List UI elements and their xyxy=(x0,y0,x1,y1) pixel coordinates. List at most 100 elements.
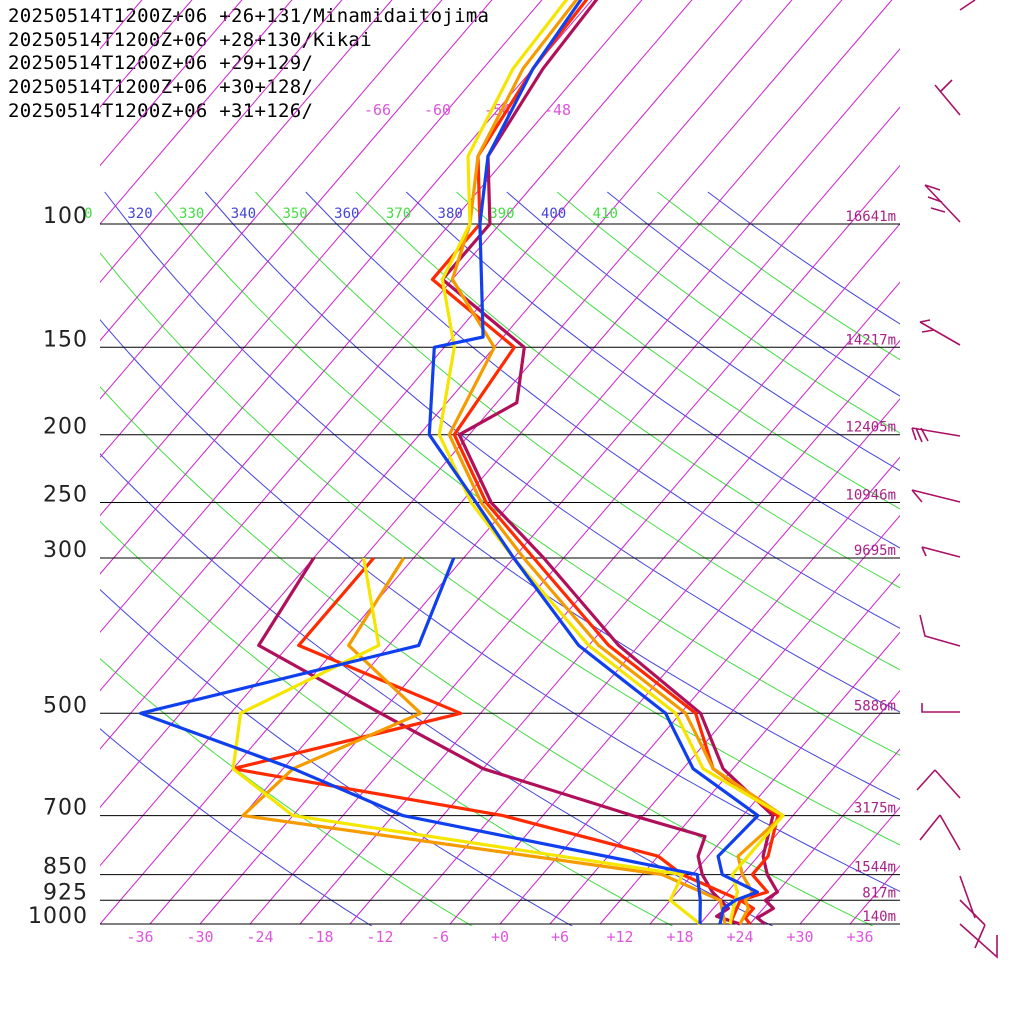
theta-label: 340 xyxy=(231,206,256,222)
height-label: 14217m xyxy=(845,332,896,348)
isotherm-line xyxy=(100,0,393,342)
x-tick-label: -36 xyxy=(126,928,153,946)
pressure-label: 925 xyxy=(43,880,88,905)
height-label: 16641m xyxy=(845,209,896,225)
height-label: 1544m xyxy=(854,860,896,876)
wind-barb xyxy=(939,79,953,93)
x-tick-label: +0 xyxy=(491,928,509,946)
x-tick-labels: -36 -30 -24 -18 -12 -6 +0 +6 +12 +18 +24 +30 +36 xyxy=(126,928,873,946)
isotherm-labels: -66 -60 -54 -48 xyxy=(364,101,571,119)
isotherm-line xyxy=(100,0,293,225)
isotherm-line xyxy=(449,398,900,925)
isotherm-line xyxy=(100,0,693,692)
dry-adiabat-line xyxy=(100,658,473,926)
wind-barb xyxy=(934,84,961,116)
sounding-series xyxy=(139,0,785,926)
isotherm-line xyxy=(499,456,900,925)
isotherm-line xyxy=(599,573,900,925)
height-label: 140m xyxy=(862,909,896,925)
dewpoint-profile xyxy=(139,557,702,925)
dry-adiabats xyxy=(100,191,900,926)
x-tick-label: -18 xyxy=(306,928,333,946)
theta-label: 0 xyxy=(84,206,92,222)
isotherm-line xyxy=(399,339,900,925)
x-tick-label: +18 xyxy=(666,928,693,946)
wind-barb xyxy=(921,703,960,713)
theta-labels: 0 320 330 340 350 360 370 380 390 400 410 xyxy=(84,206,618,222)
isotherm-line xyxy=(849,864,900,925)
x-tick-label: -24 xyxy=(246,928,273,946)
x-tick-label: +6 xyxy=(551,928,569,946)
isotherm-line xyxy=(199,106,900,925)
dry-adiabat-line xyxy=(707,191,900,325)
wind-barb xyxy=(919,319,961,346)
isotherm-line xyxy=(349,281,900,925)
temperature-profile xyxy=(427,0,760,925)
theta-label: 410 xyxy=(593,206,618,222)
isotherm-top-label: -48 xyxy=(544,101,571,119)
isotherm-line xyxy=(549,514,900,925)
wind-barb xyxy=(919,814,961,851)
wind-barb xyxy=(916,769,961,799)
theta-label: 360 xyxy=(334,206,359,222)
height-label: 3175m xyxy=(854,801,896,817)
pressure-label: 200 xyxy=(43,415,88,440)
wind-barb xyxy=(919,614,961,647)
x-tick-label: -12 xyxy=(366,928,393,946)
theta-label: 380 xyxy=(438,206,463,222)
pressure-label: 150 xyxy=(43,327,88,352)
temperature-profile xyxy=(440,0,780,926)
pressure-label: 300 xyxy=(43,538,88,563)
wind-barb xyxy=(924,184,961,223)
legend-entry: 20250514T1200Z+06 +26+131/Minamidaitojim… xyxy=(8,5,490,27)
pressure-label: 100 xyxy=(43,204,88,229)
x-tick-label: +36 xyxy=(846,928,873,946)
isotherm-line xyxy=(100,0,493,459)
dry-adiabat-line xyxy=(556,191,900,434)
isotherm-line xyxy=(899,923,900,924)
x-tick-label: -6 xyxy=(431,928,449,946)
pressure-label: 500 xyxy=(43,693,88,718)
x-tick-label: +30 xyxy=(786,928,813,946)
isotherm-line xyxy=(100,0,643,634)
x-tick-label: +12 xyxy=(606,928,633,946)
pressure-label: 850 xyxy=(43,855,88,880)
wind-barb xyxy=(911,489,961,503)
isotherm-line xyxy=(100,0,593,575)
wind-barbs xyxy=(911,0,998,959)
theta-label: 370 xyxy=(386,206,411,222)
wind-barb xyxy=(959,0,976,11)
wind-barb xyxy=(911,427,961,443)
isotherm-line xyxy=(100,0,843,867)
dry-adiabat-line xyxy=(100,728,373,926)
isotherm-line xyxy=(100,0,243,167)
isotherm-top-label: -66 xyxy=(364,101,391,119)
isotherm-line xyxy=(100,0,893,925)
isotherm-line xyxy=(149,48,900,925)
isotherm-top-label: -60 xyxy=(424,101,451,119)
isotherm-line xyxy=(699,689,900,925)
theta-label: 350 xyxy=(282,206,307,222)
theta-label: 330 xyxy=(179,206,204,222)
pressure-label: 1000 xyxy=(28,904,88,929)
pressure-label: 250 xyxy=(43,483,88,508)
isotherm-line xyxy=(749,748,900,925)
height-label: 9695m xyxy=(854,543,896,559)
dry-adiabat-line xyxy=(100,520,674,926)
dewpoint-profile xyxy=(231,556,742,925)
height-label: 12405m xyxy=(845,420,896,436)
isotherms xyxy=(0,0,900,925)
pressure-label: 700 xyxy=(43,796,88,821)
isotherm-line xyxy=(649,631,900,925)
height-label: 817m xyxy=(862,885,896,901)
theta-label: 400 xyxy=(541,206,566,222)
height-label: 5886m xyxy=(854,698,896,714)
isotherm-line xyxy=(0,0,294,924)
dewpoint-profile xyxy=(231,557,701,926)
dry-adiabat-line xyxy=(657,191,900,361)
isotherm-line xyxy=(100,0,443,400)
chart-legend: 20250514T1200Z+06 +26+131/Minamidaitojim… xyxy=(8,5,489,124)
isotherm-line xyxy=(100,0,543,517)
